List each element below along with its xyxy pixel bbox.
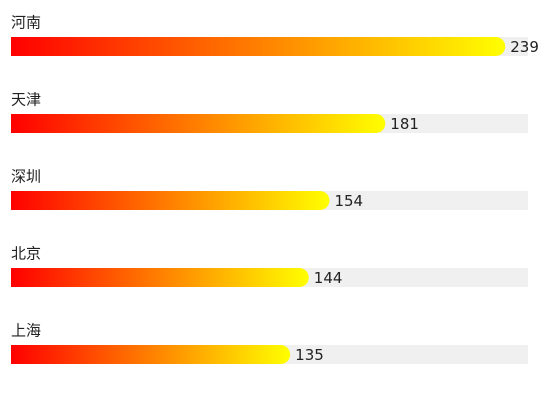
value-label: 239 (510, 38, 539, 56)
value-label: 154 (334, 192, 363, 210)
category-label: 深圳 (11, 168, 41, 186)
bar (11, 268, 309, 287)
bar (11, 37, 506, 56)
value-label: 181 (390, 115, 419, 133)
bar (11, 114, 386, 133)
category-label: 河南 (11, 14, 41, 32)
bar (11, 345, 291, 364)
category-label: 上海 (11, 322, 41, 340)
category-label: 天津 (11, 91, 41, 109)
category-label: 北京 (11, 245, 41, 263)
bar (11, 191, 330, 210)
value-label: 135 (295, 346, 324, 364)
value-label: 144 (314, 269, 343, 287)
